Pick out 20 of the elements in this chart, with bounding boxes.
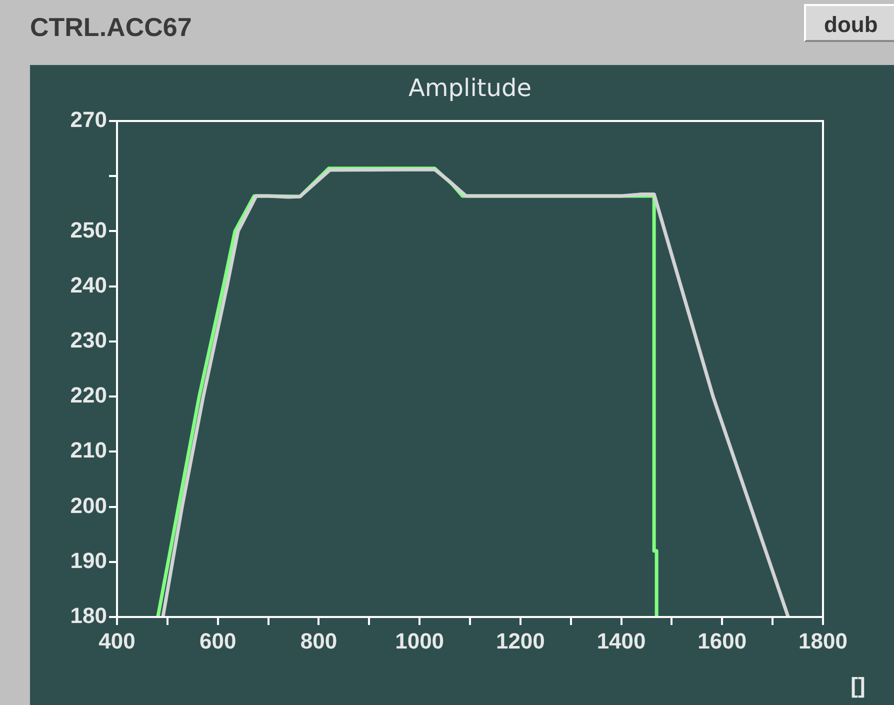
y-tick-label: 250: [70, 217, 107, 242]
y-tick-label: 220: [70, 382, 107, 408]
x-tick-label: 800: [300, 628, 338, 654]
x-axis-title: []: [850, 673, 866, 698]
x-tick-label: 1600: [698, 628, 747, 654]
chart-title: Amplitude: [408, 74, 532, 102]
x-tick-label: 1000: [395, 628, 444, 654]
x-tick-label: 600: [200, 628, 236, 654]
y-tick-label: 190: [70, 548, 107, 573]
y-tick-label: 200: [70, 492, 107, 518]
y-tick-label: 240: [70, 272, 107, 298]
y-tick-label: 210: [70, 438, 107, 463]
x-tick-label: 1800: [798, 628, 848, 654]
y-tick-label: 270: [70, 107, 107, 132]
y-tick-label: 180: [70, 603, 107, 628]
x-tick-label: 1200: [496, 628, 545, 654]
text: CTRL.ACC67: [30, 12, 192, 43]
y-tick-label: 230: [70, 328, 107, 353]
x-tick-label: 1400: [596, 628, 646, 654]
x-tick-label: 400: [98, 628, 136, 654]
